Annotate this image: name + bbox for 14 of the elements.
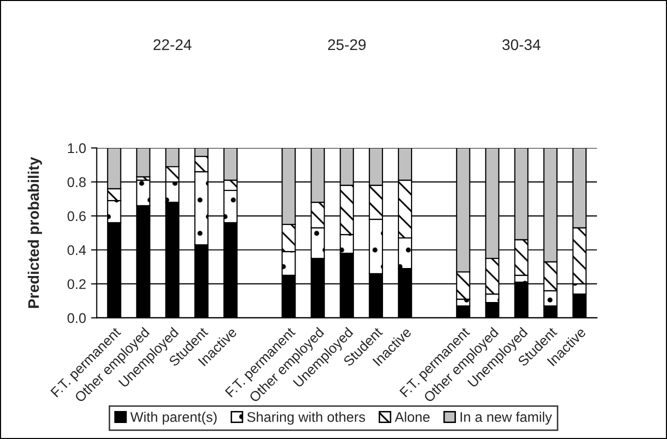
text: 22-24 bbox=[154, 39, 192, 50]
text: 30-34 bbox=[502, 39, 540, 50]
y-tick-label: 0.4 bbox=[68, 245, 86, 256]
y-tick-label: 0.0 bbox=[68, 313, 86, 324]
y-tick-label: 0.6 bbox=[68, 211, 86, 222]
legend-label: Sharing with others bbox=[247, 412, 366, 425]
legend-label: Alone bbox=[394, 412, 430, 422]
text: 25-29 bbox=[328, 39, 366, 50]
y-tick-label: 0.2 bbox=[68, 279, 86, 290]
y-axis-title: Predicted probability bbox=[28, 156, 42, 308]
y-tick-label: 1.0 bbox=[68, 143, 86, 154]
legend-label: With parent(s) bbox=[130, 412, 217, 425]
y-tick-label: 0.8 bbox=[68, 177, 86, 188]
legend-label: In a new family bbox=[460, 412, 552, 425]
